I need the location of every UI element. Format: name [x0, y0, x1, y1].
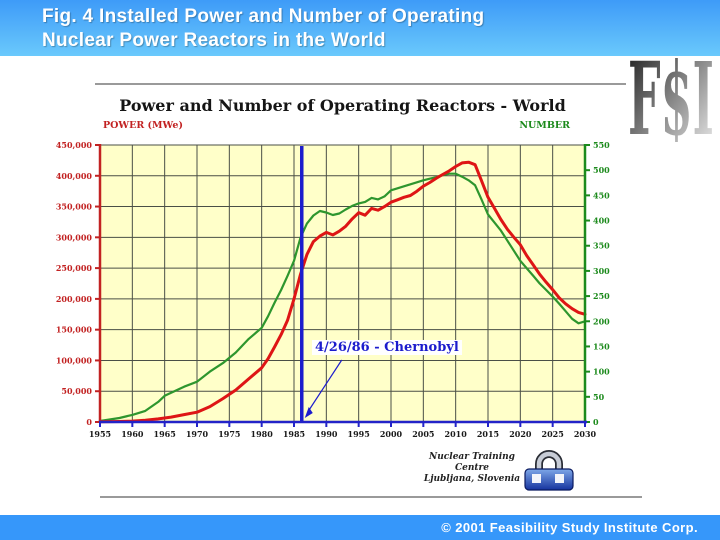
- svg-text:200,000: 200,000: [56, 294, 93, 304]
- svg-text:450: 450: [593, 190, 610, 200]
- chart-title: Power and Number of Operating Reactors -…: [119, 96, 566, 115]
- svg-text:1990: 1990: [315, 429, 338, 439]
- header-title-line1: Fig. 4 Installed Power and Number of Ope…: [42, 6, 485, 27]
- svg-text:1975: 1975: [218, 429, 240, 439]
- fsi-logo-text: F$I: [628, 56, 714, 142]
- svg-text:300: 300: [593, 266, 610, 276]
- svg-text:0: 0: [593, 417, 599, 427]
- slide-header: Fig. 4 Installed Power and Number of Ope…: [0, 0, 720, 56]
- svg-text:250,000: 250,000: [56, 263, 93, 273]
- svg-text:200: 200: [593, 316, 610, 326]
- left-axis-caption: POWER (MWe): [103, 120, 183, 131]
- chernobyl-annotation: 4/26/86 - Chernobyl: [312, 340, 462, 355]
- svg-text:1970: 1970: [186, 429, 209, 439]
- svg-text:1965: 1965: [154, 429, 176, 439]
- svg-text:50: 50: [593, 392, 605, 402]
- svg-text:1955: 1955: [89, 429, 111, 439]
- svg-text:500: 500: [593, 165, 610, 175]
- svg-text:50,000: 50,000: [61, 386, 92, 396]
- svg-text:100: 100: [593, 367, 610, 377]
- svg-text:150,000: 150,000: [56, 325, 93, 335]
- svg-text:1960: 1960: [121, 429, 144, 439]
- svg-text:350,000: 350,000: [56, 202, 93, 212]
- svg-text:2030: 2030: [574, 429, 597, 439]
- slide-footer: © 2001 Feasibility Study Institute Corp.: [0, 515, 720, 540]
- svg-text:300,000: 300,000: [56, 232, 93, 242]
- svg-text:1995: 1995: [348, 429, 370, 439]
- svg-text:2010: 2010: [445, 429, 468, 439]
- svg-text:150: 150: [593, 341, 610, 351]
- svg-text:400: 400: [593, 216, 610, 226]
- bottom-divider-line: [100, 496, 642, 498]
- svg-text:1985: 1985: [283, 429, 305, 439]
- top-divider-line: [95, 83, 640, 85]
- svg-text:2000: 2000: [380, 429, 403, 439]
- svg-text:400,000: 400,000: [56, 171, 93, 181]
- svg-text:0: 0: [86, 417, 92, 427]
- svg-text:550: 550: [593, 140, 610, 150]
- reactor-chart-canvas: 0 50,000 100,000 150,000 200,000 250,000 300,0…: [56, 140, 610, 439]
- svg-text:2020: 2020: [509, 429, 532, 439]
- credit-line2: Ljubljana, Slovenia: [423, 474, 521, 484]
- svg-text:450,000: 450,000: [56, 140, 93, 150]
- svg-text:2005: 2005: [412, 429, 434, 439]
- svg-text:2015: 2015: [477, 429, 499, 439]
- svg-text:1980: 1980: [251, 429, 274, 439]
- svg-text:100,000: 100,000: [56, 355, 93, 365]
- credit-line1: Nuclear Training Centre: [429, 452, 515, 473]
- svg-text:2025: 2025: [542, 429, 564, 439]
- credit-text: Nuclear Training Centre Ljubljana, Slove…: [413, 452, 531, 485]
- svg-text:250: 250: [593, 291, 610, 301]
- nuclear-training-centre-logo: [524, 450, 574, 491]
- header-title-line2: Nuclear Power Reactors in the World: [42, 30, 386, 51]
- fsi-corp-logo: F$I: [626, 56, 716, 142]
- svg-text:350: 350: [593, 241, 610, 251]
- right-axis-caption: NUMBER: [519, 120, 570, 131]
